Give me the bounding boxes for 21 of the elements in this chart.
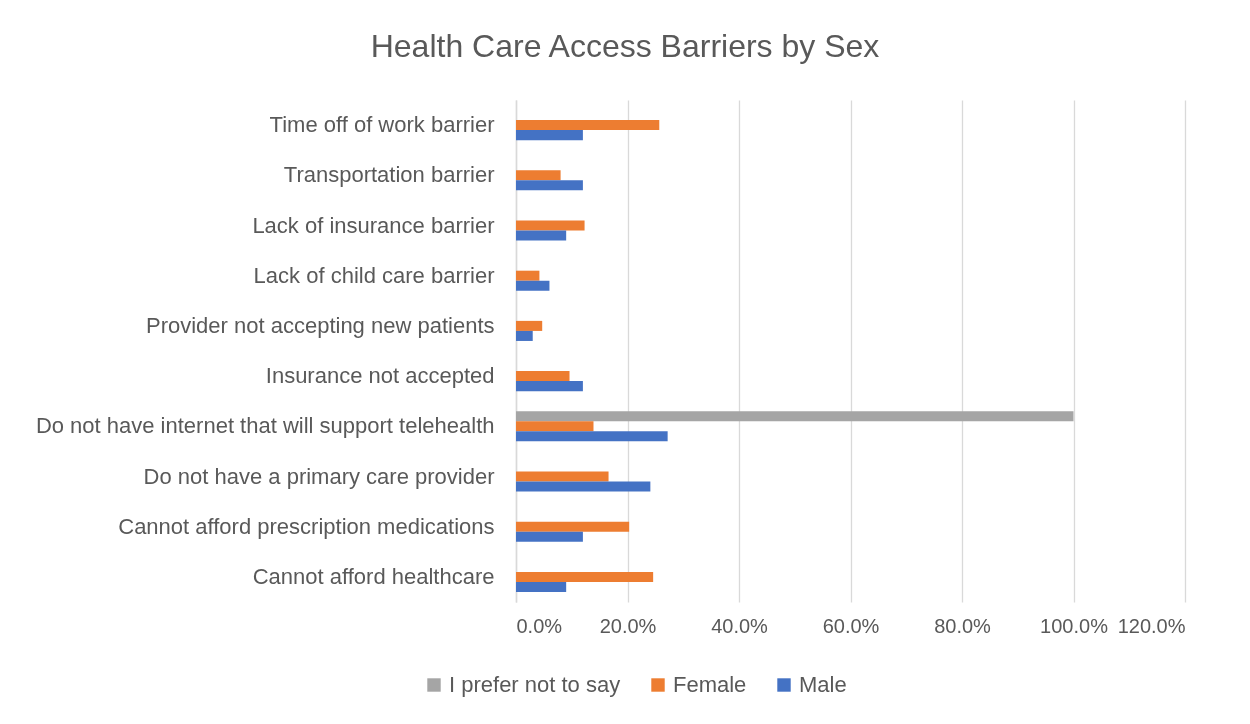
x-tick-label: 0.0% — [516, 614, 563, 637]
y-tick-label: Insurance not accepted — [265, 363, 495, 389]
y-tick-label: Do not have internet that will support telehealth — [35, 413, 495, 439]
chart-title: Health Care Access Barriers by Sex — [370, 28, 880, 64]
y-tick-label: Time off of work barrier — [269, 112, 495, 138]
x-tick-label: 100.0% — [1040, 614, 1109, 637]
y-tick-label: Transportation barrier — [283, 162, 495, 188]
legend-label: Female — [673, 672, 747, 697]
y-tick-label: Lack of child care barrier — [253, 262, 495, 288]
x-tick-label: 40.0% — [711, 614, 769, 637]
y-tick-label: Do not have a primary care provider — [143, 463, 495, 489]
y-tick-label: Provider not accepting new patients — [145, 312, 495, 338]
x-tick-label: 80.0% — [934, 614, 992, 637]
x-tick-label: 20.0% — [599, 614, 657, 637]
y-tick-label: Cannot afford healthcare — [252, 563, 495, 589]
legend-label: Male — [799, 672, 847, 697]
y-tick-label: Lack of insurance barrier — [252, 212, 495, 238]
x-tick-label: 120.0% — [1117, 614, 1186, 637]
legend-label: I prefer not to say — [449, 672, 621, 697]
y-tick-label: Cannot afford prescription medications — [118, 513, 495, 539]
x-tick-label: 60.0% — [822, 614, 880, 637]
